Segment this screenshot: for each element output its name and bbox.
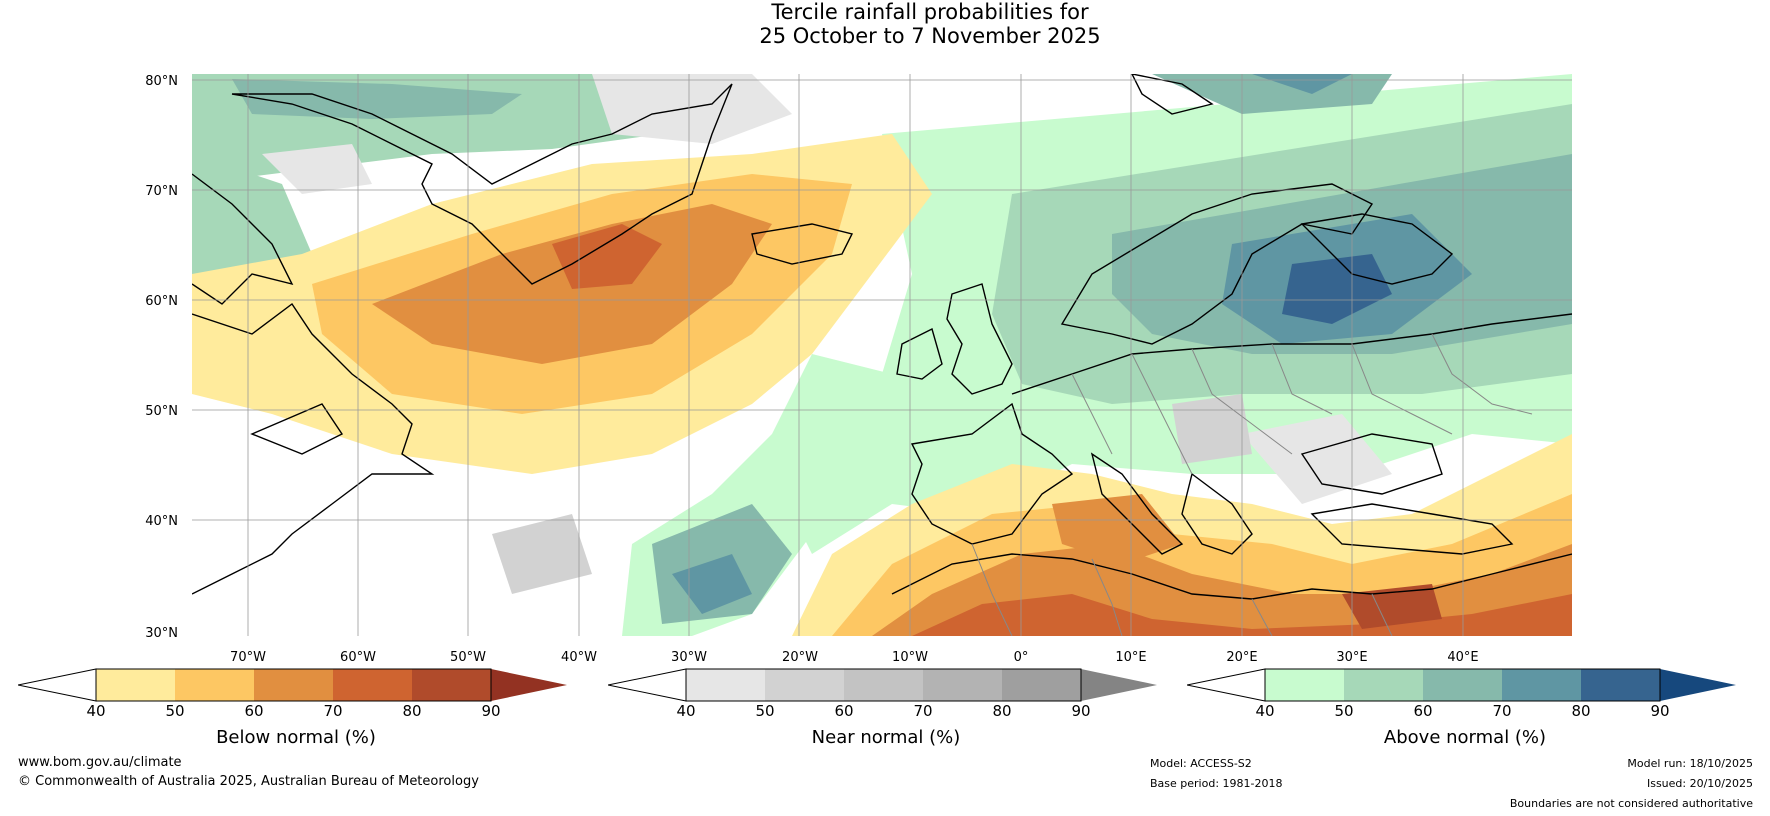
cbar-near-title: Near normal (%): [811, 727, 961, 748]
cbar-near-tick-80: 80: [992, 702, 1012, 720]
cbar-near-tri-left: [608, 668, 687, 702]
cbar-below-tri-left: [18, 668, 97, 702]
lon-label-70w: 70°W: [230, 650, 266, 665]
cbar-near-tri-right: [1081, 669, 1157, 701]
cbar-near-tick-50: 50: [755, 702, 775, 720]
lat-label-50n: 50°N: [145, 404, 178, 419]
lon-label-30e: 30°E: [1336, 650, 1368, 665]
cbar-below-60-70: [254, 669, 333, 701]
footer-model: Model: ACCESS-S2: [1150, 757, 1252, 770]
cbar-near-50-60: [765, 669, 844, 701]
cbar-above-tick-80: 80: [1571, 702, 1591, 720]
lon-label-0: 0°: [1013, 650, 1029, 665]
lon-label-40e: 40°E: [1447, 650, 1479, 665]
lon-label-60w: 60°W: [340, 650, 376, 665]
cbar-near-tick-70: 70: [913, 702, 933, 720]
title-line-1: Tercile rainfall probabilities for: [771, 0, 1089, 24]
colorbar-near-normal: [608, 668, 1157, 702]
cbar-above-50-60: [1344, 669, 1423, 701]
cbar-below-tick-60: 60: [244, 702, 264, 720]
lon-label-10w: 10°W: [892, 650, 928, 665]
coastlines: [192, 74, 1572, 600]
lon-label-20e: 20°E: [1226, 650, 1258, 665]
cbar-above-80-90: [1581, 669, 1660, 701]
cbar-below-tick-70: 70: [323, 702, 343, 720]
lat-label-30n: 30°N: [145, 626, 178, 641]
footer-copyright: © Commonwealth of Australia 2025, Austra…: [18, 774, 479, 789]
lat-label-60n: 60°N: [145, 294, 178, 309]
lat-label-80n: 80°N: [145, 74, 178, 89]
lon-label-40w: 40°W: [561, 650, 597, 665]
rainfall-probability-map: [192, 74, 1572, 636]
lon-label-50w: 50°W: [450, 650, 486, 665]
footer-website: www.bom.gov.au/climate: [18, 755, 182, 770]
cbar-above-60-70: [1423, 669, 1502, 701]
cbar-near-60-70: [844, 669, 923, 701]
cbar-below-title: Below normal (%): [216, 727, 376, 748]
cbar-near-40-50: [686, 669, 765, 701]
cbar-above-tri-right: [1660, 669, 1736, 701]
cbar-below-tri-right: [491, 669, 567, 701]
cbar-above-tick-50: 50: [1334, 702, 1354, 720]
cbar-below-70-80: [333, 669, 412, 701]
lon-label-20w: 20°W: [782, 650, 818, 665]
lat-label-70n: 70°N: [145, 184, 178, 199]
lat-label-40n: 40°N: [145, 514, 178, 529]
cbar-above-70-80: [1502, 669, 1581, 701]
footer-disclaimer: Boundaries are not considered authoritat…: [1509, 797, 1753, 810]
cbar-below-50-60: [175, 669, 254, 701]
cbar-above-tick-70: 70: [1492, 702, 1512, 720]
cbar-below-tick-90: 90: [481, 702, 501, 720]
cbar-near-70-80: [923, 669, 1002, 701]
cbar-near-tick-60: 60: [834, 702, 854, 720]
footer-base-period: Base period: 1981-2018: [1150, 777, 1283, 790]
cbar-below-80-90: [412, 669, 491, 701]
cbar-above-tick-90: 90: [1650, 702, 1670, 720]
map-gridlines: [192, 74, 1572, 636]
cbar-near-80-90: [1002, 669, 1081, 701]
lon-label-10e: 10°E: [1115, 650, 1147, 665]
cbar-above-title: Above normal (%): [1383, 727, 1547, 748]
footer-model-run: Model run: 18/10/2025: [1627, 757, 1753, 770]
cbar-above-tick-60: 60: [1413, 702, 1433, 720]
cbar-above-40-50: [1265, 669, 1344, 701]
colorbar-below-normal: [18, 668, 567, 702]
cbar-above-tick-40: 40: [1255, 702, 1275, 720]
cbar-below-40-50: [96, 669, 175, 701]
cbar-near-tick-90: 90: [1071, 702, 1091, 720]
cbar-below-tick-80: 80: [402, 702, 422, 720]
title-line-2: 25 October to 7 November 2025: [759, 24, 1101, 48]
cbar-above-tri-left: [1187, 668, 1266, 702]
country-borders: [971, 333, 1533, 636]
cbar-below-tick-40: 40: [86, 702, 106, 720]
lon-label-30w: 30°W: [671, 650, 707, 665]
map-canvas: [192, 74, 1572, 636]
cbar-below-tick-50: 50: [165, 702, 185, 720]
cbar-near-tick-40: 40: [676, 702, 696, 720]
colorbar-above-normal: [1187, 668, 1736, 702]
map-title: Tercile rainfall probabilities for 25 Oc…: [0, 0, 1770, 48]
footer-issued: Issued: 20/10/2025: [1646, 777, 1753, 790]
